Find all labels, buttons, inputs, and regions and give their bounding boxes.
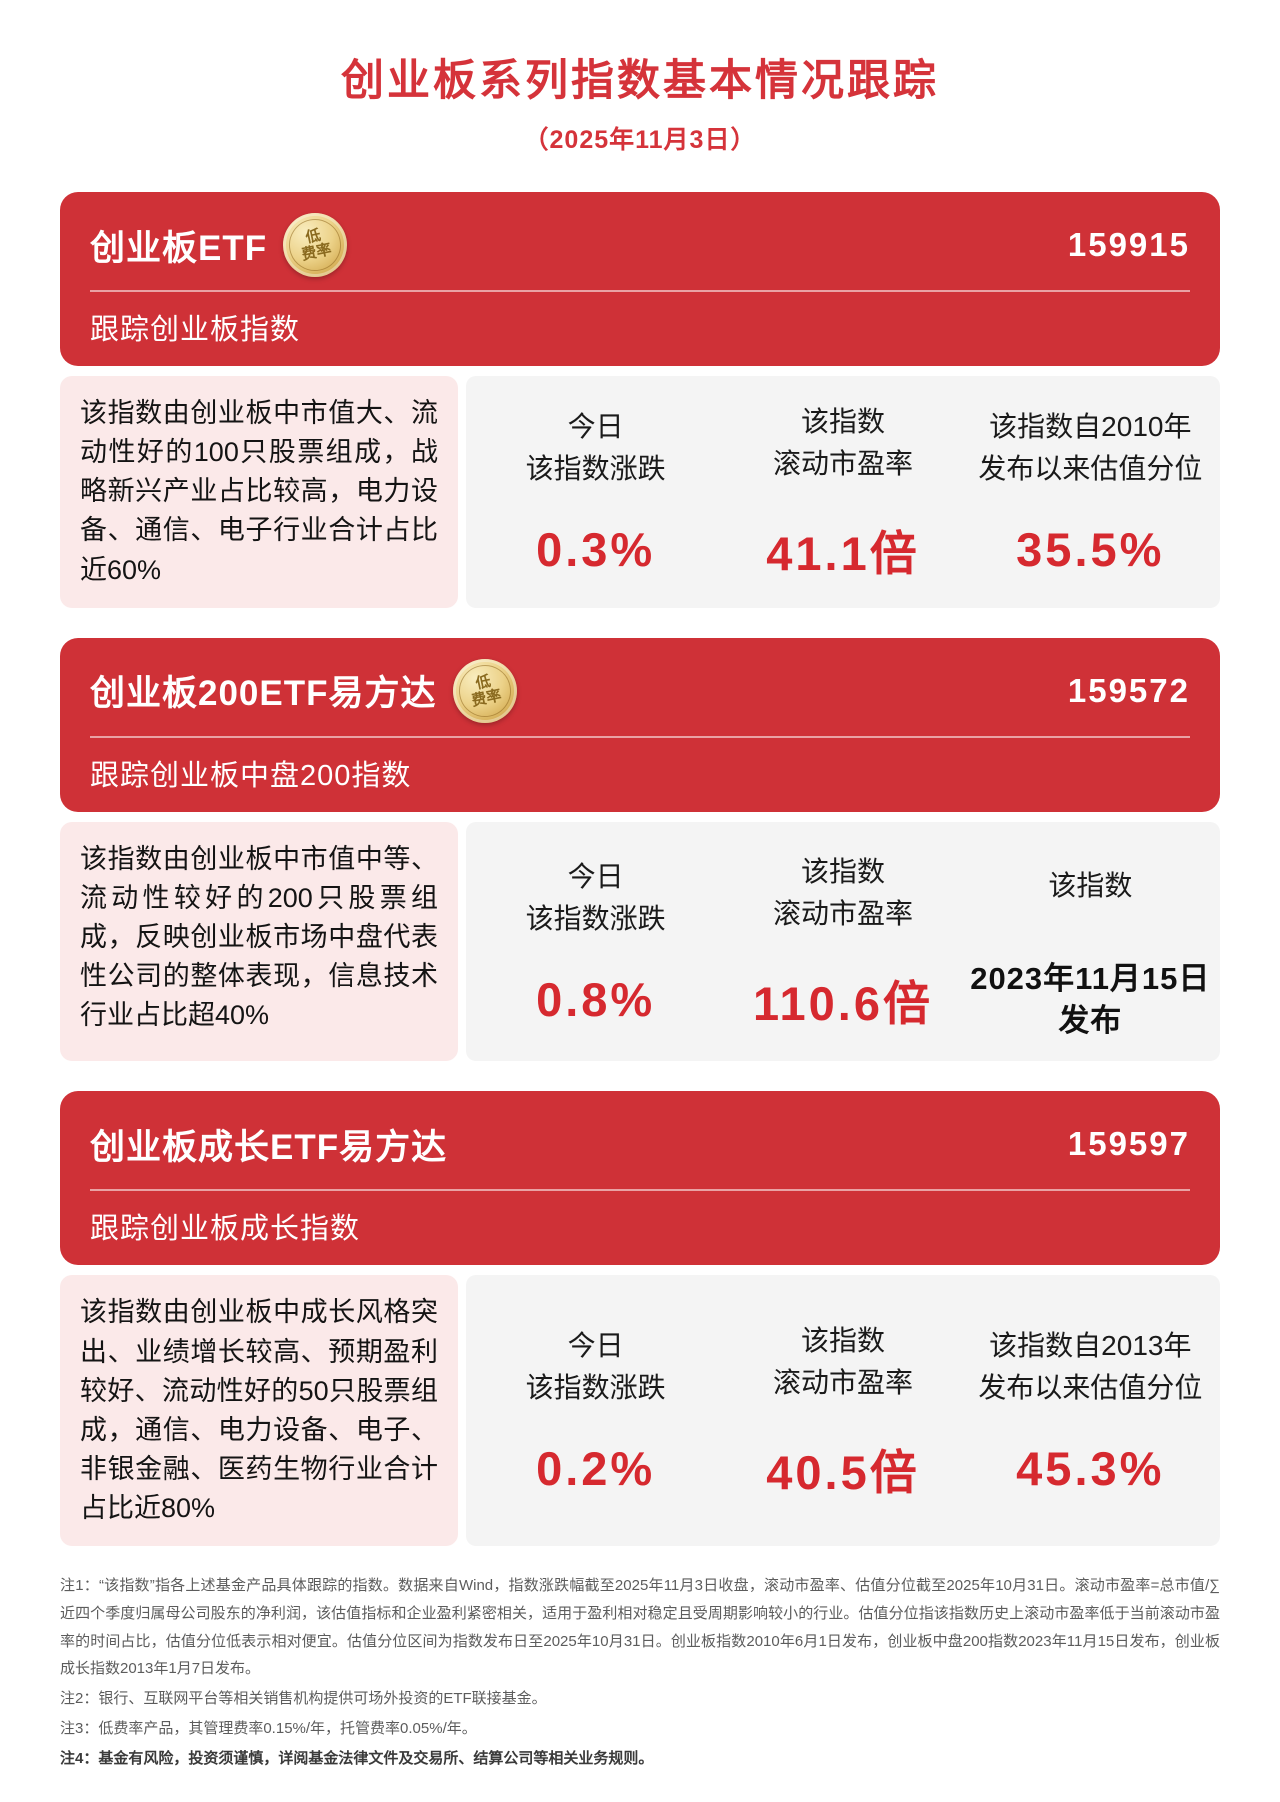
stat-daily-change: 今日 该指数涨跌 0.8% <box>472 854 719 1030</box>
stat-valuation-percentile: 该指数自2010年 发布以来估值分位 35.5% <box>967 404 1214 580</box>
stats-panel: 今日 该指数涨跌 0.8% 该指数 滚动市盈率 110.6倍 该指数 <box>466 821 1220 1062</box>
badge-text-line2: 费率 <box>300 240 334 264</box>
stat-pe-ratio: 该指数 滚动市盈率 41.1倍 <box>719 399 966 584</box>
footnotes: 注1：“该指数”指各上述基金产品具体跟踪的指数。数据来自Wind，指数涨跌幅截至… <box>60 1572 1220 1772</box>
fund-card-header: 创业板成长ETF易方达 159597 跟踪创业板成长指数 <box>60 1091 1220 1266</box>
stat-label-line2: 滚动市盈率 <box>772 1367 913 1399</box>
stat-pe-ratio: 该指数 滚动市盈率 110.6倍 <box>719 849 966 1034</box>
stat-label-line1: 该指数自2013年 <box>989 1329 1192 1361</box>
stat-label: 该指数 <box>1048 842 1132 930</box>
stat-value: 40.5倍 <box>766 1446 920 1500</box>
page-title: 创业板系列指数基本情况跟踪 <box>341 57 939 105</box>
low-fee-badge-icon: 低 费率 <box>452 658 517 723</box>
stat-label-line1: 该指数 <box>1048 869 1133 901</box>
low-fee-badge-icon: 低 费率 <box>283 213 348 277</box>
fund-tracking-index: 跟踪创业板成长指数 <box>90 1213 361 1246</box>
stat-label-line1: 今日 <box>567 410 624 442</box>
fund-card-header-top: 创业板200ETF易方达 低 费率 159572 <box>90 658 1190 724</box>
header-divider <box>90 735 1190 738</box>
stat-daily-change: 今日 该指数涨跌 0.3% <box>472 404 719 580</box>
stats-panel: 今日 该指数涨跌 0.2% 该指数 滚动市盈率 40.5倍 该指数自2013年 <box>466 1275 1220 1547</box>
note-4: 注4：基金有风险，投资须谨慎，详阅基金法律文件及交易所、结算公司等相关业务规则。 <box>60 1749 654 1767</box>
fund-card-body: 该指数由创业板中成长风格突出、业绩增长较高、预期盈利较好、流动性好的50只股票组… <box>60 1275 1220 1547</box>
index-description: 该指数由创业板中市值大、流动性好的100只股票组成，战略新兴产业占比较高，电力设… <box>60 376 458 608</box>
fund-card-header: 创业板200ETF易方达 低 费率 159572 跟踪创业板中盘200指数 <box>60 637 1220 812</box>
fund-tracking-index: 跟踪创业板中盘200指数 <box>90 759 412 792</box>
stat-label: 今日 该指数涨跌 <box>526 854 666 942</box>
stat-label-line2: 该指数涨跌 <box>525 902 666 934</box>
stat-label-line2: 发布以来估值分位 <box>978 1371 1203 1403</box>
fund-name: 创业板200ETF易方达 <box>90 674 437 714</box>
stat-label-line2: 该指数涨跌 <box>525 452 666 484</box>
fund-card-header: 创业板ETF 低 费率 159915 跟踪创业板指数 <box>60 192 1220 366</box>
stat-valuation-percentile: 该指数自2013年 发布以来估值分位 45.3% <box>967 1323 1214 1499</box>
note-3: 注3：低费率产品，其管理费率0.15%/年，托管费率0.05%/年。 <box>60 1719 477 1737</box>
stat-value-line2: 发布 <box>1058 1002 1123 1038</box>
stat-label-line1: 该指数自2010年 <box>989 410 1192 442</box>
index-description: 该指数由创业板中成长风格突出、业绩增长较高、预期盈利较好、流动性好的50只股票组… <box>60 1275 458 1547</box>
stat-label: 该指数 滚动市盈率 <box>773 399 913 487</box>
fund-card-body: 该指数由创业板中市值大、流动性好的100只股票组成，战略新兴产业占比较高，电力设… <box>60 376 1220 608</box>
stats-panel: 今日 该指数涨跌 0.3% 该指数 滚动市盈率 41.1倍 该指数自2010年 <box>466 376 1220 608</box>
stat-value: 0.2% <box>536 1442 656 1496</box>
fund-card-159915: 创业板ETF 低 费率 159915 跟踪创业板指数 该指数由创业板中市值大、流… <box>60 192 1220 608</box>
fund-card-header-top: 创业板成长ETF易方达 159597 <box>90 1111 1190 1177</box>
stat-daily-change: 今日 该指数涨跌 0.2% <box>472 1323 719 1499</box>
stat-value: 41.1倍 <box>766 527 920 581</box>
stat-label-line2: 滚动市盈率 <box>772 448 913 480</box>
fund-card-body: 该指数由创业板中市值中等、流动性较好的200只股票组成，反映创业板市场中盘代表性… <box>60 821 1220 1062</box>
stat-label-line1: 今日 <box>567 1329 624 1361</box>
stat-label-line2: 发布以来估值分位 <box>978 452 1203 484</box>
stat-label: 该指数 滚动市盈率 <box>773 849 913 937</box>
stat-pe-ratio: 该指数 滚动市盈率 40.5倍 <box>719 1318 966 1503</box>
fund-name: 创业板成长ETF易方达 <box>90 1127 448 1167</box>
page-date: （2025年11月3日） <box>523 126 757 154</box>
stat-value: 0.8% <box>536 973 656 1027</box>
stat-label: 该指数自2013年 发布以来估值分位 <box>978 1323 1202 1411</box>
fund-tracking-index: 跟踪创业板指数 <box>90 314 301 346</box>
stat-label-line2: 滚动市盈率 <box>772 898 913 930</box>
note-1: 注1：“该指数”指各上述基金产品具体跟踪的指数。数据来自Wind，指数涨跌幅截至… <box>60 1577 1220 1678</box>
stat-label-line1: 该指数 <box>800 856 885 888</box>
note-2: 注2：银行、互联网平台等相关销售机构提供可场外投资的ETF联接基金。 <box>60 1690 547 1708</box>
fund-code: 159572 <box>1067 671 1190 709</box>
low-fee-badge-text: 低 费率 <box>284 214 346 276</box>
fund-name: 创业板ETF <box>90 228 268 268</box>
index-description: 该指数由创业板中市值中等、流动性较好的200只股票组成，反映创业板市场中盘代表性… <box>60 821 458 1062</box>
fund-card-159572: 创业板200ETF易方达 低 费率 159572 跟踪创业板中盘200指数 该指… <box>60 637 1220 1062</box>
stat-label-line1: 该指数 <box>800 1325 885 1357</box>
header-divider <box>90 1189 1190 1192</box>
page-header: 创业板系列指数基本情况跟踪 （2025年11月3日） <box>60 46 1220 156</box>
fund-code: 159597 <box>1067 1125 1190 1163</box>
stat-value: 45.3% <box>1016 1442 1165 1496</box>
header-divider <box>90 290 1190 292</box>
stat-label-line1: 该指数 <box>800 406 885 438</box>
stat-label-line2: 该指数涨跌 <box>525 1371 666 1403</box>
stat-label: 今日 该指数涨跌 <box>526 404 666 492</box>
stat-label: 今日 该指数涨跌 <box>526 1323 666 1411</box>
stat-value-line1: 2023年11月15日 <box>970 960 1211 996</box>
stat-label: 该指数自2010年 发布以来估值分位 <box>978 404 1202 492</box>
fund-card-159597: 创业板成长ETF易方达 159597 跟踪创业板成长指数 该指数由创业板中成长风… <box>60 1091 1220 1547</box>
fund-code: 159915 <box>1067 226 1190 263</box>
stat-value: 35.5% <box>1016 523 1165 577</box>
low-fee-badge-text: 低 费率 <box>453 659 516 722</box>
stat-release-date: 该指数 2023年11月15日 发布 <box>967 842 1214 1042</box>
stat-value: 0.3% <box>536 523 656 577</box>
stat-value: 110.6倍 <box>752 977 933 1031</box>
stat-label: 该指数 滚动市盈率 <box>773 1318 913 1406</box>
fund-card-header-top: 创业板ETF 低 费率 159915 <box>90 212 1190 278</box>
stat-value: 2023年11月15日 发布 <box>970 958 1210 1042</box>
badge-text-line2: 费率 <box>469 686 503 710</box>
stat-label-line1: 今日 <box>567 860 624 892</box>
